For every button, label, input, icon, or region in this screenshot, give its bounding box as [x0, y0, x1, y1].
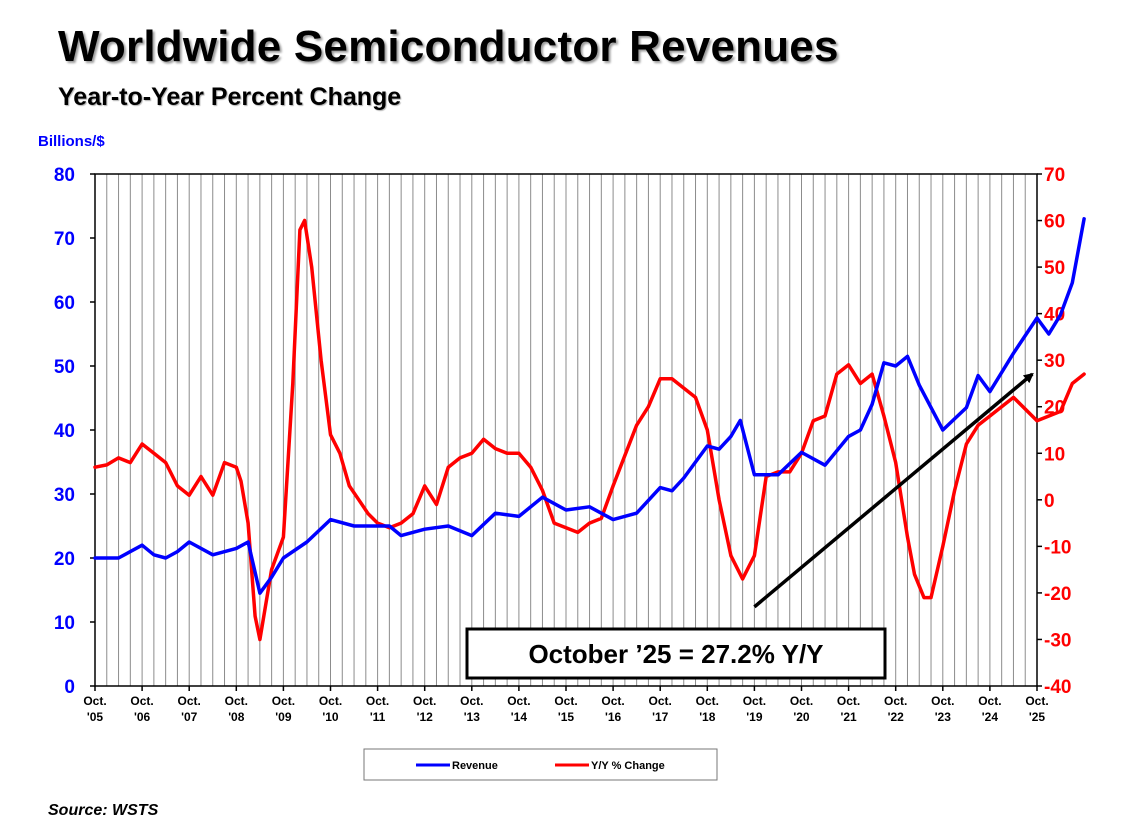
x-tick-label-year: '11 — [370, 710, 386, 724]
x-tick-label-month: Oct. — [837, 694, 860, 708]
x-tick-label-year: '14 — [511, 710, 528, 724]
x-tick-label-month: Oct. — [931, 694, 954, 708]
x-tick-label-month: Oct. — [460, 694, 483, 708]
x-tick-label-year: '23 — [935, 710, 952, 724]
x-tick-label-year: '05 — [87, 710, 104, 724]
y-left-tick-label: 60 — [54, 293, 75, 314]
legend: Revenue Y/Y % Change — [363, 748, 718, 781]
legend-label-revenue: Revenue — [452, 760, 498, 772]
y-left-tick-label: 10 — [54, 613, 75, 634]
trend-arrow — [753, 372, 1034, 609]
x-tick-label-month: Oct. — [978, 694, 1001, 708]
x-tick-label-month: Oct. — [178, 694, 201, 708]
x-tick-label-year: '22 — [888, 710, 905, 724]
x-tick-label-year: '10 — [322, 710, 339, 724]
legend-label-yoy: Y/Y % Change — [591, 760, 665, 772]
x-tick-label-year: '15 — [558, 710, 575, 724]
x-tick-label-month: Oct. — [1025, 694, 1048, 708]
x-tick-label-month: Oct. — [743, 694, 766, 708]
y-right-tick-label: -30 — [1044, 630, 1071, 651]
x-tick-label-year: '18 — [699, 710, 716, 724]
y-right-tick-label: -10 — [1044, 537, 1071, 558]
x-tick-label-year: '08 — [228, 710, 245, 724]
x-tick-label-month: Oct. — [507, 694, 530, 708]
y-left-tick-label: 70 — [54, 229, 75, 250]
y-right-tick-label: 0 — [1044, 491, 1055, 512]
x-tick-label-month: Oct. — [130, 694, 153, 708]
y-right-tick-label: 30 — [1044, 351, 1065, 372]
x-tick-label-year: '07 — [181, 710, 198, 724]
y-right-tick-label: -20 — [1044, 584, 1071, 605]
x-ticks: Oct. '05 Oct. '06 Oct. '07 Oct. '08 Oct. '09 Oct. '… — [83, 686, 1049, 724]
annotation-box: October ’25 = 27.2% Y/Y — [465, 627, 887, 680]
x-tick-label-month: Oct. — [601, 694, 624, 708]
x-tick-label-year: '25 — [1029, 710, 1046, 724]
chart-subtitle: Year-to-Year Percent Change — [58, 83, 402, 111]
series-lines — [93, 217, 1086, 642]
x-tick-label-year: '20 — [793, 710, 810, 724]
y-left-tick-label: 0 — [64, 677, 75, 698]
y-left-axis-label: Billions/$ — [38, 133, 105, 150]
y-right-tick-label: 50 — [1044, 258, 1065, 279]
x-tick-label-month: Oct. — [413, 694, 436, 708]
x-tick-label-month: Oct. — [319, 694, 342, 708]
x-tick-label-year: '09 — [275, 710, 292, 724]
y-right-tick-label: 40 — [1044, 305, 1065, 326]
y-left-tick-label: 20 — [54, 549, 75, 570]
chart-title: Worldwide Semiconductor Revenues — [58, 22, 839, 71]
x-tick-label-month: Oct. — [884, 694, 907, 708]
x-tick-label-year: '13 — [464, 710, 481, 724]
x-tick-label-year: '21 — [840, 710, 857, 724]
y-right-tick-label: 70 — [1044, 165, 1065, 186]
source-note: Source: WSTS — [48, 802, 159, 819]
x-tick-label-month: Oct. — [790, 694, 813, 708]
x-tick-label-month: Oct. — [272, 694, 295, 708]
y-left-tick-label: 30 — [54, 485, 75, 506]
y-right-tick-label: 60 — [1044, 212, 1065, 233]
revenue-line — [93, 217, 1086, 595]
x-tick-label-month: Oct. — [366, 694, 389, 708]
x-tick-label-month: Oct. — [83, 694, 106, 708]
grid-lines — [106, 174, 1026, 686]
x-tick-label-month: Oct. — [696, 694, 719, 708]
x-tick-label-month: Oct. — [554, 694, 577, 708]
x-tick-label-year: '17 — [652, 710, 669, 724]
x-tick-label-month: Oct. — [649, 694, 672, 708]
annotation-text: October ’25 = 27.2% Y/Y — [528, 639, 823, 669]
x-tick-label-year: '06 — [134, 710, 151, 724]
y-left-tick-label: 80 — [54, 165, 75, 186]
x-tick-label-year: '16 — [605, 710, 622, 724]
y-left-tick-label: 40 — [54, 421, 75, 442]
x-tick-label-year: '24 — [982, 710, 999, 724]
y-left-tick-label: 50 — [54, 357, 75, 378]
y-right-tick-label: 10 — [1044, 444, 1065, 465]
x-tick-label-year: '12 — [417, 710, 434, 724]
x-tick-label-year: '19 — [746, 710, 763, 724]
x-tick-label-month: Oct. — [225, 694, 248, 708]
y-right-tick-label: -40 — [1044, 677, 1071, 698]
y-left-ticks: 0 10 20 30 40 50 60 70 80 — [54, 165, 95, 698]
